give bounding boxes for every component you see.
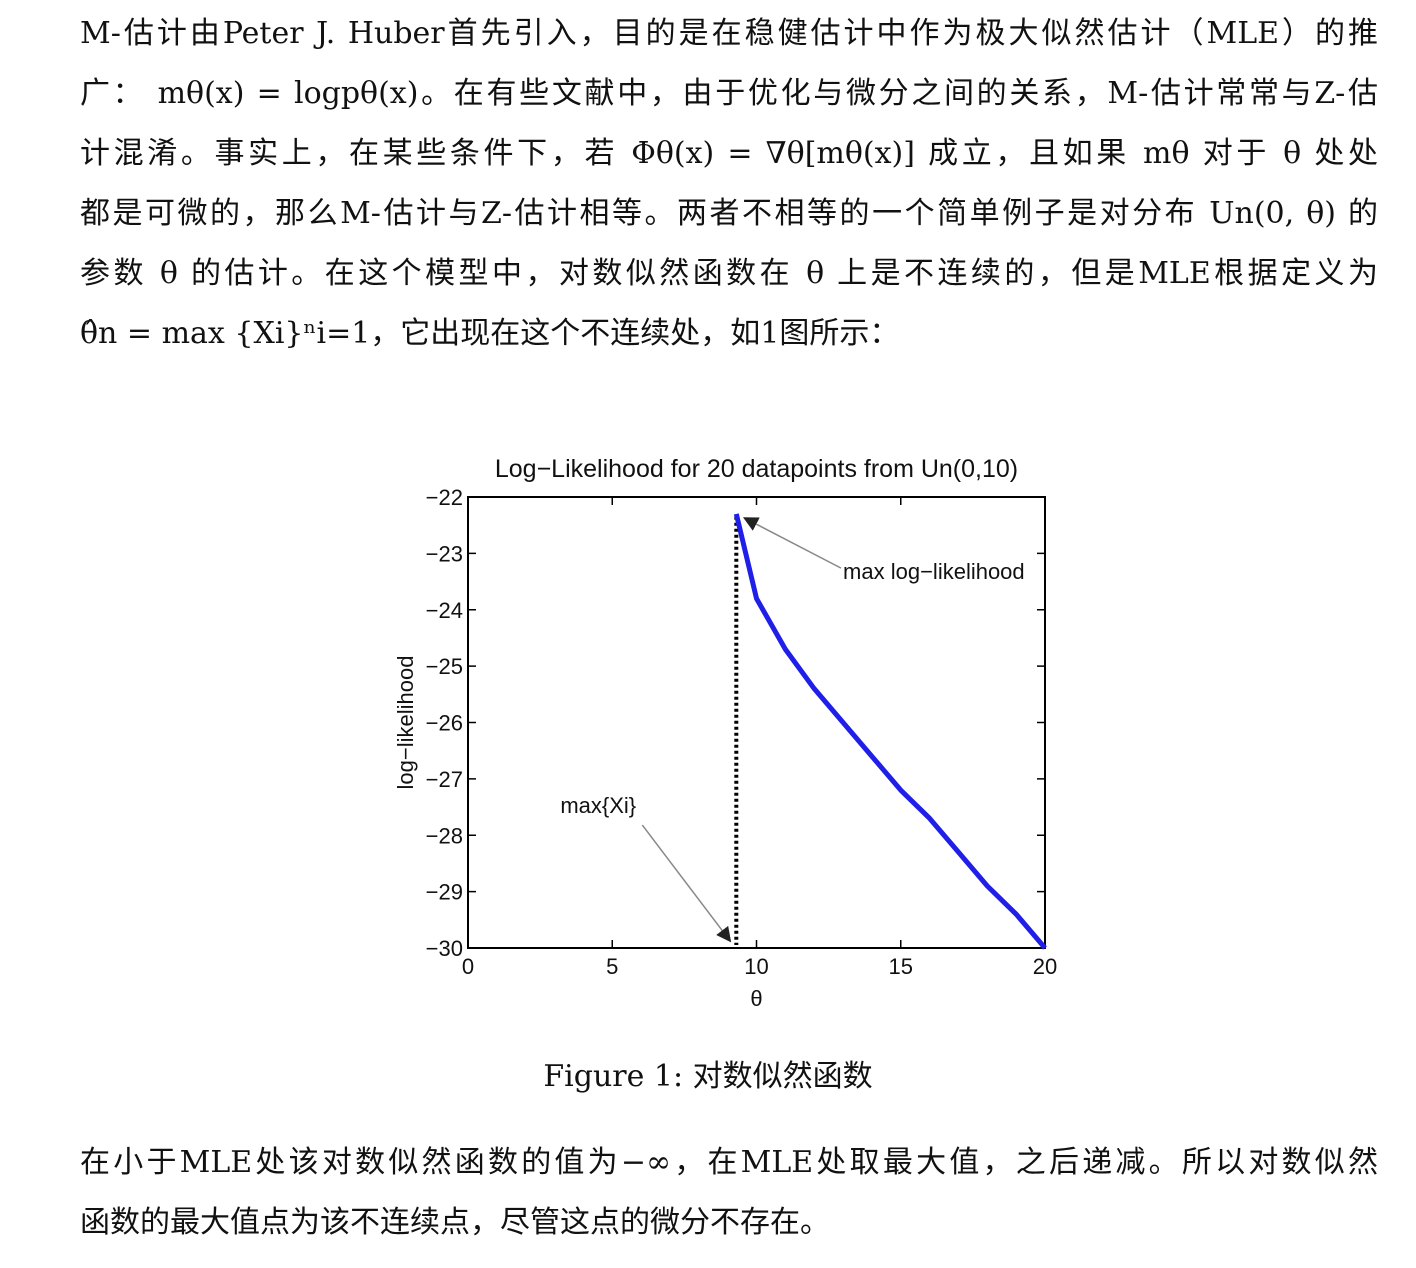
x-tick-label: 20 bbox=[1033, 954, 1057, 979]
y-tick-label: −22 bbox=[426, 485, 463, 510]
x-axis-label: θ bbox=[750, 986, 762, 1011]
y-tick-label: −26 bbox=[426, 711, 463, 736]
figure-caption: Figure 1: 对数似然函数 bbox=[543, 1059, 873, 1094]
paragraph-1-line: 广： mθ(x) = logpθ(x)。在有些文献中，由于优化与微分之间的关系，… bbox=[80, 76, 1378, 111]
annotation-arrow bbox=[641, 824, 732, 943]
paragraph-1: M-估计由Peter J. Huber首先引入，目的是在稳健估计中作为极大似然估… bbox=[80, 4, 1378, 364]
paragraph-1-line: 参数 θ 的估计。在这个模型中，对数似然函数在 θ 上是不连续的，但是MLE根据… bbox=[80, 256, 1378, 291]
y-tick-label: −23 bbox=[426, 541, 463, 566]
y-tick-label: −30 bbox=[426, 936, 463, 961]
log-likelihood-chart: Log−Likelihood for 20 datapoints from Un… bbox=[393, 455, 1057, 1011]
paragraph-2-line: 在小于MLE处该对数似然函数的值为−∞，在MLE处取最大值，之后递减。所以对数似… bbox=[80, 1145, 1378, 1180]
x-tick-label: 15 bbox=[889, 954, 913, 979]
paragraph-2: 在小于MLE处该对数似然函数的值为−∞，在MLE处取最大值，之后递减。所以对数似… bbox=[80, 1133, 1378, 1253]
y-tick-label: −29 bbox=[426, 880, 463, 905]
y-tick-label: −25 bbox=[426, 654, 463, 679]
annotation-max-xi: max{Xi} bbox=[560, 793, 636, 818]
chart-title: Log−Likelihood for 20 datapoints from Un… bbox=[495, 455, 1018, 483]
paragraph-2-line: 函数的最大值点为该不连续点，尽管这点的微分不存在。 bbox=[80, 1205, 830, 1240]
paragraph-1-line: 计混淆。事实上，在某些条件下，若 Φθ(x) = ∇θ[mθ(x)] 成立，且如… bbox=[80, 136, 1378, 171]
figure-1: Log−Likelihood for 20 datapoints from Un… bbox=[380, 440, 1080, 1020]
y-tick-label: −24 bbox=[426, 598, 463, 623]
series-line bbox=[733, 513, 1047, 950]
paragraph-1-line: θ̂n = max {Xi}ⁿi=1，它出现在这个不连续处，如1图所示： bbox=[80, 316, 900, 351]
paragraph-1-line: M-估计由Peter J. Huber首先引入，目的是在稳健估计中作为极大似然估… bbox=[80, 16, 1378, 51]
y-tick-label: −27 bbox=[426, 767, 463, 792]
y-axis-label: log−likelihood bbox=[393, 656, 418, 790]
x-tick-label: 5 bbox=[606, 954, 618, 979]
annotation-max-log-likelihood: max log−likelihood bbox=[843, 559, 1025, 584]
x-tick-label: 0 bbox=[462, 954, 474, 979]
y-tick-label: −28 bbox=[426, 823, 463, 848]
paragraph-1-line: 都是可微的，那么M-估计与Z-估计相等。两者不相等的一个简单例子是对分布 Un(… bbox=[80, 196, 1378, 231]
annotation-arrow bbox=[742, 517, 842, 569]
x-tick-label: 10 bbox=[744, 954, 768, 979]
